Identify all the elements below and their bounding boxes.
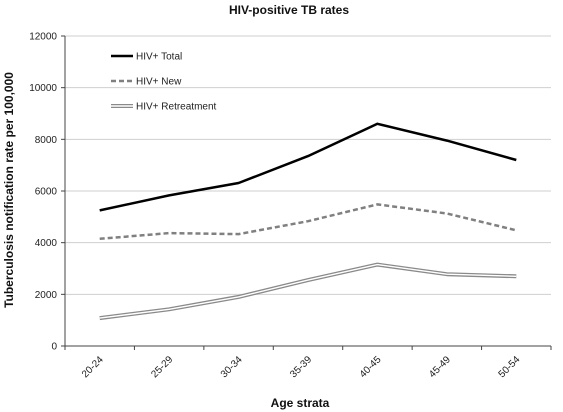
x-tick-label: 30-34 <box>219 354 245 380</box>
legend-item-3: HIV+ Retreatment <box>111 102 217 113</box>
series-2 <box>99 203 517 241</box>
y-tick-label: 2000 <box>35 290 58 301</box>
legend-item-1: HIV+ Total <box>111 52 182 63</box>
y-tick-label: 4000 <box>35 238 58 249</box>
legend-label: HIV+ Retreatment <box>136 102 217 113</box>
series-1 <box>99 122 517 212</box>
y-tick-label: 6000 <box>35 187 58 198</box>
y-tick-label: 8000 <box>35 135 58 146</box>
x-axis-ticks: 20-24 25-29 30-34 35-39 40-45 45-49 50-54 <box>64 346 552 380</box>
legend: HIV+ Total HIV+ New HIV+ Retreatment <box>111 52 217 113</box>
gridlines <box>65 35 551 295</box>
x-axis-title: Age strata <box>271 396 330 410</box>
series-line <box>99 122 517 212</box>
legend-label: HIV+ New <box>136 77 182 88</box>
y-tick-label: 10000 <box>29 83 57 94</box>
x-tick-label: 20-24 <box>80 354 106 380</box>
y-tick-label: 12000 <box>29 32 57 43</box>
x-tick-label: 25-29 <box>149 354 175 380</box>
x-tick-label: 35-39 <box>288 354 314 380</box>
y-axis-title: Tuberculosis notification rate per 100,0… <box>2 72 16 308</box>
legend-item-2: HIV+ New <box>111 77 182 88</box>
series-lines <box>99 122 517 321</box>
series-line <box>99 203 517 241</box>
x-tick-label: 40-45 <box>358 354 384 380</box>
series-line-inner <box>99 263 517 319</box>
series-3 <box>99 262 517 321</box>
legend-label: HIV+ Total <box>136 52 182 63</box>
chart-title: HIV-positive TB rates <box>229 3 349 17</box>
y-tick-label: 0 <box>51 342 57 353</box>
x-tick-label: 50-54 <box>497 354 523 380</box>
x-tick-label: 45-49 <box>427 354 453 380</box>
y-axis-ticks: 0 2000 4000 6000 8000 10000 12000 <box>29 32 65 353</box>
